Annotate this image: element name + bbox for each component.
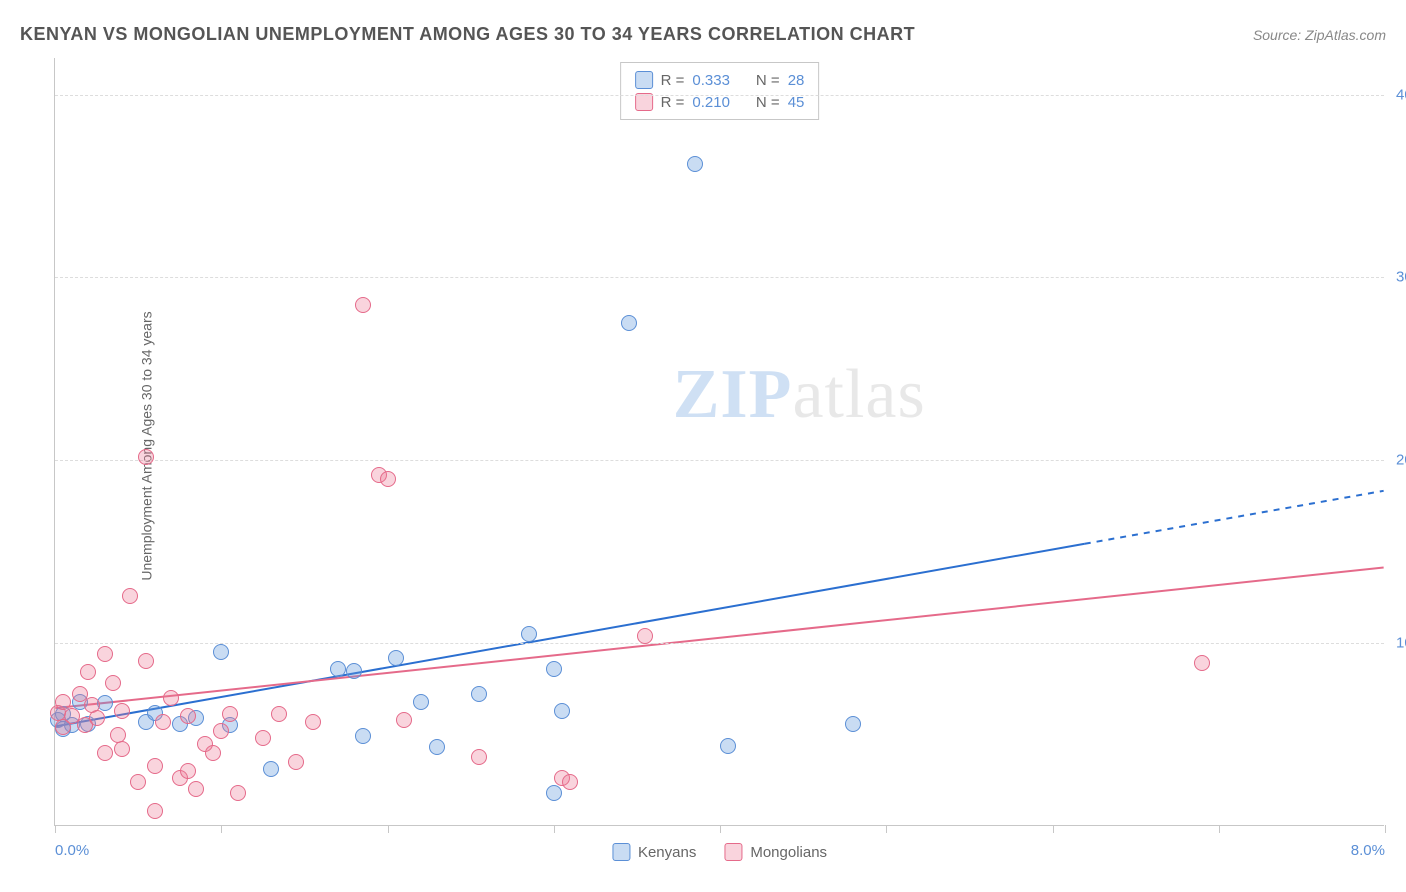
data-point (147, 803, 163, 819)
gridline (55, 95, 1384, 96)
data-point (346, 663, 362, 679)
x-tick (720, 825, 721, 833)
data-point (687, 156, 703, 172)
data-point (288, 754, 304, 770)
data-point (122, 588, 138, 604)
data-point (55, 694, 71, 710)
data-point (396, 712, 412, 728)
legend-label: Mongolians (750, 844, 827, 861)
data-point (1194, 655, 1210, 671)
data-point (138, 653, 154, 669)
data-point (621, 315, 637, 331)
x-tick (554, 825, 555, 833)
data-point (720, 738, 736, 754)
r-label: R = (661, 94, 685, 111)
data-point (163, 690, 179, 706)
series-legend: Kenyans Mongolians (612, 843, 827, 861)
y-tick-label: 20.0% (1388, 452, 1406, 469)
data-point (413, 694, 429, 710)
data-point (471, 749, 487, 765)
legend-item-mongolians: Mongolians (724, 843, 827, 861)
data-point (230, 785, 246, 801)
data-point (271, 706, 287, 722)
data-point (546, 661, 562, 677)
data-point (330, 661, 346, 677)
trend-lines (55, 58, 1384, 825)
data-point (138, 449, 154, 465)
data-point (388, 650, 404, 666)
x-tick (1385, 825, 1386, 833)
data-point (147, 758, 163, 774)
x-tick (221, 825, 222, 833)
header-row: KENYAN VS MONGOLIAN UNEMPLOYMENT AMONG A… (20, 24, 1386, 45)
r-value: 0.210 (692, 94, 730, 111)
gridline (55, 643, 1384, 644)
data-point (521, 626, 537, 642)
data-point (155, 714, 171, 730)
data-point (180, 708, 196, 724)
y-tick-label: 40.0% (1388, 86, 1406, 103)
source-label: Source: ZipAtlas.com (1253, 27, 1386, 43)
gridline (55, 460, 1384, 461)
data-point (180, 763, 196, 779)
gridline (55, 277, 1384, 278)
data-point (355, 297, 371, 313)
x-tick (886, 825, 887, 833)
swatch-blue-icon (635, 71, 653, 89)
x-tick (1219, 825, 1220, 833)
stats-legend: R = 0.333 N = 28 R = 0.210 N = 45 (620, 62, 820, 120)
data-point (97, 646, 113, 662)
swatch-pink-icon (635, 93, 653, 111)
n-label: N = (756, 94, 780, 111)
plot-area: ZIPatlas R = 0.333 N = 28 R = 0.210 N = … (54, 58, 1384, 826)
data-point (263, 761, 279, 777)
r-value: 0.333 (692, 72, 730, 89)
y-tick-label: 30.0% (1388, 269, 1406, 286)
data-point (562, 774, 578, 790)
data-point (355, 728, 371, 744)
x-tick-label: 0.0% (55, 842, 89, 859)
x-tick-label: 8.0% (1351, 842, 1385, 859)
swatch-pink-icon (724, 843, 742, 861)
data-point (114, 703, 130, 719)
data-point (255, 730, 271, 746)
chart-title: KENYAN VS MONGOLIAN UNEMPLOYMENT AMONG A… (20, 24, 915, 45)
watermark: ZIPatlas (673, 355, 926, 435)
legend-item-kenyans: Kenyans (612, 843, 696, 861)
data-point (380, 471, 396, 487)
data-point (114, 741, 130, 757)
data-point (471, 686, 487, 702)
chart-container: KENYAN VS MONGOLIAN UNEMPLOYMENT AMONG A… (0, 0, 1406, 892)
r-label: R = (661, 72, 685, 89)
data-point (97, 745, 113, 761)
swatch-blue-icon (612, 843, 630, 861)
data-point (554, 703, 570, 719)
data-point (205, 745, 221, 761)
data-point (188, 781, 204, 797)
data-point (222, 706, 238, 722)
legend-label: Kenyans (638, 844, 696, 861)
data-point (80, 664, 96, 680)
data-point (637, 628, 653, 644)
data-point (130, 774, 146, 790)
x-tick (1053, 825, 1054, 833)
data-point (429, 739, 445, 755)
watermark-rest: atlas (792, 356, 925, 433)
x-tick (388, 825, 389, 833)
data-point (105, 675, 121, 691)
n-value: 28 (788, 72, 805, 89)
stats-row-kenyans: R = 0.333 N = 28 (635, 69, 805, 91)
data-point (213, 723, 229, 739)
x-tick (55, 825, 56, 833)
data-point (110, 727, 126, 743)
data-point (546, 785, 562, 801)
data-point (213, 644, 229, 660)
n-label: N = (756, 72, 780, 89)
data-point (845, 716, 861, 732)
data-point (89, 710, 105, 726)
data-point (305, 714, 321, 730)
y-tick-label: 10.0% (1388, 635, 1406, 652)
watermark-strong: ZIP (673, 356, 793, 433)
n-value: 45 (788, 94, 805, 111)
